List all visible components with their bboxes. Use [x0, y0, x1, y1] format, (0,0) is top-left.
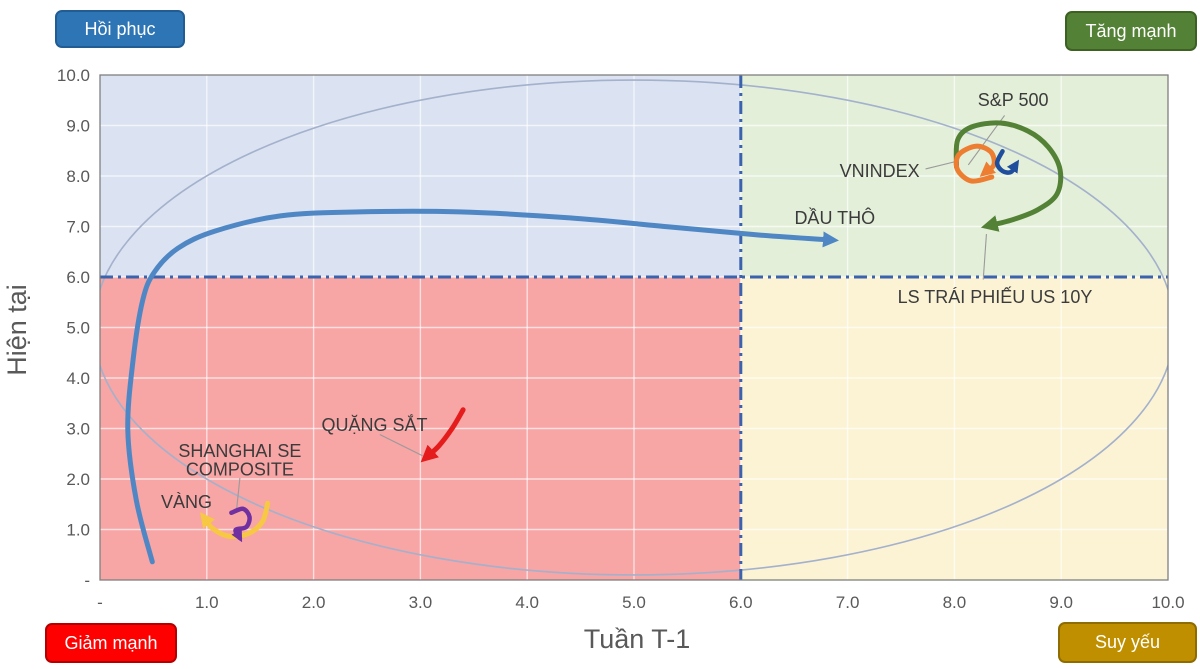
y-tick-label: 2.0 [66, 470, 90, 489]
x-tick-label: 2.0 [302, 593, 326, 612]
x-tick-label: 1.0 [195, 593, 219, 612]
series-labels: DẦU THÔ LS TRÁI PHIẾU US 10Y S&P 500 VNINDE… [161, 90, 1092, 512]
x-tick-label: 8.0 [943, 593, 967, 612]
x-axis-title: Tuần T-1 [584, 624, 691, 654]
y-tick-label: 4.0 [66, 369, 90, 388]
x-tick-label: 5.0 [622, 593, 646, 612]
y-tick-label: 7.0 [66, 218, 90, 237]
y-tick-label: 6.0 [66, 268, 90, 287]
quadrant-button-recovery[interactable]: Hồi phục [55, 10, 185, 48]
series-trail-6 [229, 506, 252, 543]
y-tick-label: 8.0 [66, 167, 90, 186]
series-label-6: SHANGHAI SE COMPOSITE [178, 441, 301, 480]
x-tick-label: 7.0 [836, 593, 860, 612]
y-tick-label: - [84, 571, 90, 590]
leader-line [236, 477, 241, 509]
x-tick-label: 9.0 [1049, 593, 1073, 612]
y-tick-label: 9.0 [66, 117, 90, 136]
series-label-5: VÀNG [161, 492, 212, 512]
series-trail-0 [125, 208, 839, 565]
series-trail-4 [420, 407, 466, 463]
series-trail-3 [994, 149, 1020, 175]
quadrant-dividers [100, 75, 1168, 580]
series-trail-1 [953, 120, 1064, 232]
x-tick-label: - [97, 593, 103, 612]
series-label-1: LS TRÁI PHIẾU US 10Y [898, 286, 1093, 307]
x-tick-label: 3.0 [409, 593, 433, 612]
series-trails [125, 120, 1064, 565]
x-tick-label: 10.0 [1151, 593, 1184, 612]
y-tick-label: 1.0 [66, 521, 90, 540]
quadrant-button-weakening[interactable]: Suy yếu [1058, 622, 1197, 663]
series-label-2: S&P 500 [978, 90, 1049, 110]
plot-border [99, 74, 1169, 581]
series-label-4: QUẶNG SẮT [321, 414, 427, 435]
y-axis-title: Hiện tại [2, 284, 32, 376]
leader-line [982, 234, 987, 280]
rotation-ellipse [100, 79, 1168, 576]
x-tick-label: 4.0 [515, 593, 539, 612]
y-tick-label: 3.0 [66, 420, 90, 439]
leader-line [925, 161, 955, 170]
axis-ticks: - 1.0 2.0 3.0 4.0 5.0 6.0 7.0 8.0 9.0 10.0 - 1.0 2.0 3… [57, 66, 1185, 612]
rotation-ellipse-outline [100, 79, 1168, 576]
y-tick-label: 10.0 [57, 66, 90, 85]
y-tick-label: 5.0 [66, 319, 90, 338]
series-label-0: DẦU THÔ [794, 207, 875, 228]
series-trail-2 [953, 143, 997, 184]
series-label-3: VNINDEX [840, 161, 920, 181]
quadrant-button-strong-down[interactable]: Giảm mạnh [45, 623, 177, 663]
leader-line [379, 434, 423, 457]
x-tick-label: 6.0 [729, 593, 753, 612]
quadrant-button-strong-up[interactable]: Tăng mạnh [1065, 11, 1197, 51]
